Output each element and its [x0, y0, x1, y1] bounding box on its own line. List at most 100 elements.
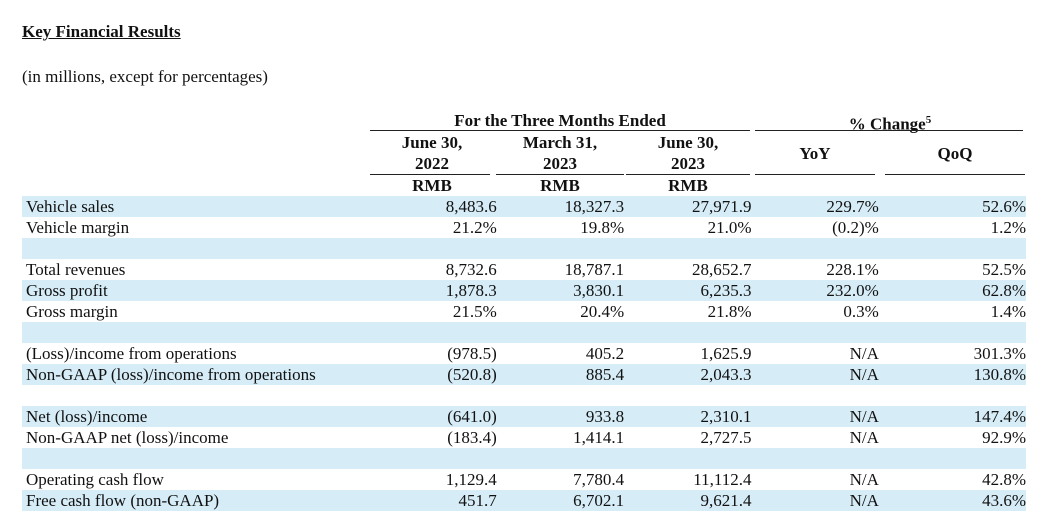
cell-qoq: [878, 322, 1026, 343]
col-header-line: 2023: [671, 154, 705, 173]
table-row: Free cash flow (non-GAAP) 451.7 6,702.1 9,6…: [22, 490, 1026, 511]
period-group-header: For the Three Months Ended: [454, 111, 666, 130]
currency-label-2: RMB: [540, 176, 580, 195]
cell-mar-2023: [496, 448, 625, 469]
cell-jun-2022: [371, 322, 497, 343]
cell-jun-2022: (520.8): [371, 364, 497, 385]
row-label: [22, 448, 372, 469]
cell-mar-2023: 405.2: [585, 344, 625, 363]
change-group-label: % Change: [848, 114, 926, 134]
cell-qoq: 92.9%: [982, 428, 1026, 447]
cell-jun-2022: [371, 385, 496, 406]
cell-jun-2022: 8,732.6: [445, 260, 497, 279]
cell-jun-2023: 28,652.7: [692, 260, 752, 279]
cell-yoy: [751, 322, 879, 343]
cell-jun-2023: 2,727.5: [700, 428, 752, 447]
cell-qoq: 52.6%: [878, 196, 1026, 217]
cell-jun-2022: 21.2%: [452, 218, 497, 237]
currency-label-1: RMB: [412, 176, 452, 195]
col-header-line: June 30,: [401, 133, 463, 152]
cell-qoq: 62.8%: [878, 280, 1026, 301]
cell-mar-2023: 3,830.1: [496, 280, 625, 301]
col-rule-5: [885, 174, 1025, 175]
cell-jun-2022: 451.7: [371, 490, 497, 511]
cell-qoq: 1.2%: [990, 218, 1026, 237]
change-group-rule: [755, 130, 1023, 131]
table-row: [22, 238, 1026, 259]
col-header-line: June 30,: [657, 133, 719, 152]
table-body: Vehicle sales 8,483.6 18,327.3 27,971.9 229.…: [22, 196, 1026, 511]
row-label: Non-GAAP net (loss)/income: [26, 428, 229, 447]
cell-jun-2023: 21.8%: [707, 302, 752, 321]
row-label: Vehicle sales: [22, 196, 372, 217]
table-row: Gross margin 21.5% 20.4% 21.8% 0.3% 1.4%: [22, 301, 1026, 322]
period-group-rule: [370, 130, 750, 131]
cell-jun-2023: 9,621.4: [624, 490, 752, 511]
cell-mar-2023: 19.8%: [580, 218, 625, 237]
col-header-mar-2023: March 31, 2023: [496, 132, 624, 174]
col-rule-1: [370, 174, 490, 175]
cell-yoy: N/A: [751, 406, 879, 427]
row-label: Net (loss)/income: [22, 406, 372, 427]
table-row: [22, 322, 1026, 343]
table-row: Vehicle sales 8,483.6 18,327.3 27,971.9 229.…: [22, 196, 1026, 217]
cell-jun-2023: 2,043.3: [624, 364, 752, 385]
table-row: [22, 385, 1026, 406]
cell-yoy: N/A: [751, 364, 879, 385]
row-label: Operating cash flow: [26, 470, 164, 489]
report-title: Key Financial Results: [22, 22, 181, 41]
cell-mar-2023: 1,414.1: [573, 428, 625, 447]
cell-jun-2023: [624, 238, 752, 259]
col-header-line: 2023: [543, 154, 577, 173]
cell-jun-2022: (641.0): [371, 406, 497, 427]
cell-jun-2022: 8,483.6: [371, 196, 497, 217]
footnote-marker: 5: [925, 114, 932, 126]
cell-mar-2023: 6,702.1: [496, 490, 625, 511]
cell-jun-2023: 27,971.9: [624, 196, 752, 217]
cell-qoq: 1.4%: [990, 302, 1026, 321]
cell-mar-2023: 885.4: [496, 364, 625, 385]
cell-mar-2023: 7,780.4: [573, 470, 625, 489]
cell-mar-2023: [496, 238, 625, 259]
cell-qoq: 301.3%: [973, 344, 1026, 363]
cell-mar-2023: 18,787.1: [564, 260, 625, 279]
row-label: Vehicle margin: [26, 218, 130, 237]
col-header-qoq: QoQ: [937, 144, 973, 163]
cell-mar-2023: [497, 385, 624, 406]
currency-label-3: RMB: [668, 176, 708, 195]
col-header-jun-2023: June 30, 2023: [626, 132, 750, 174]
row-label: (Loss)/income from operations: [26, 344, 237, 363]
row-label: Total revenues: [26, 260, 126, 279]
financial-results-table: Vehicle sales 8,483.6 18,327.3 27,971.9 229.…: [22, 196, 1026, 511]
table-row: Vehicle margin 21.2% 19.8% 21.0% (0.2)% 1.2%: [22, 217, 1026, 238]
cell-jun-2023: [624, 385, 751, 406]
cell-yoy: N/A: [849, 428, 879, 447]
cell-qoq: 42.8%: [982, 470, 1026, 489]
cell-jun-2023: 11,112.4: [693, 470, 752, 489]
cell-yoy: [752, 385, 879, 406]
table-row: (Loss)/income from operations (978.5) 405.…: [22, 343, 1026, 364]
row-label: Gross profit: [22, 280, 372, 301]
col-header-line: March 31,: [522, 133, 598, 152]
cell-qoq: [878, 448, 1026, 469]
cell-jun-2022: (183.4): [447, 428, 497, 447]
row-label: [22, 238, 372, 259]
cell-yoy: 228.1%: [826, 260, 879, 279]
col-header-yoy: YoY: [799, 144, 831, 163]
cell-jun-2022: (978.5): [447, 344, 497, 363]
cell-jun-2022: 21.5%: [452, 302, 497, 321]
cell-jun-2023: 21.0%: [707, 218, 752, 237]
cell-qoq: 130.8%: [878, 364, 1026, 385]
table-row: Total revenues 8,732.6 18,787.1 28,652.7 228…: [22, 259, 1026, 280]
cell-jun-2022: [371, 448, 497, 469]
cell-yoy: N/A: [849, 344, 879, 363]
change-group-header: % Change5: [755, 110, 1025, 135]
cell-jun-2023: [624, 322, 752, 343]
table-row: [22, 448, 1026, 469]
cell-yoy: 0.3%: [843, 302, 879, 321]
cell-mar-2023: 933.8: [496, 406, 625, 427]
cell-yoy: [751, 238, 879, 259]
row-label: Free cash flow (non-GAAP): [22, 490, 372, 511]
cell-yoy: (0.2)%: [832, 218, 879, 237]
cell-jun-2023: 2,310.1: [624, 406, 752, 427]
